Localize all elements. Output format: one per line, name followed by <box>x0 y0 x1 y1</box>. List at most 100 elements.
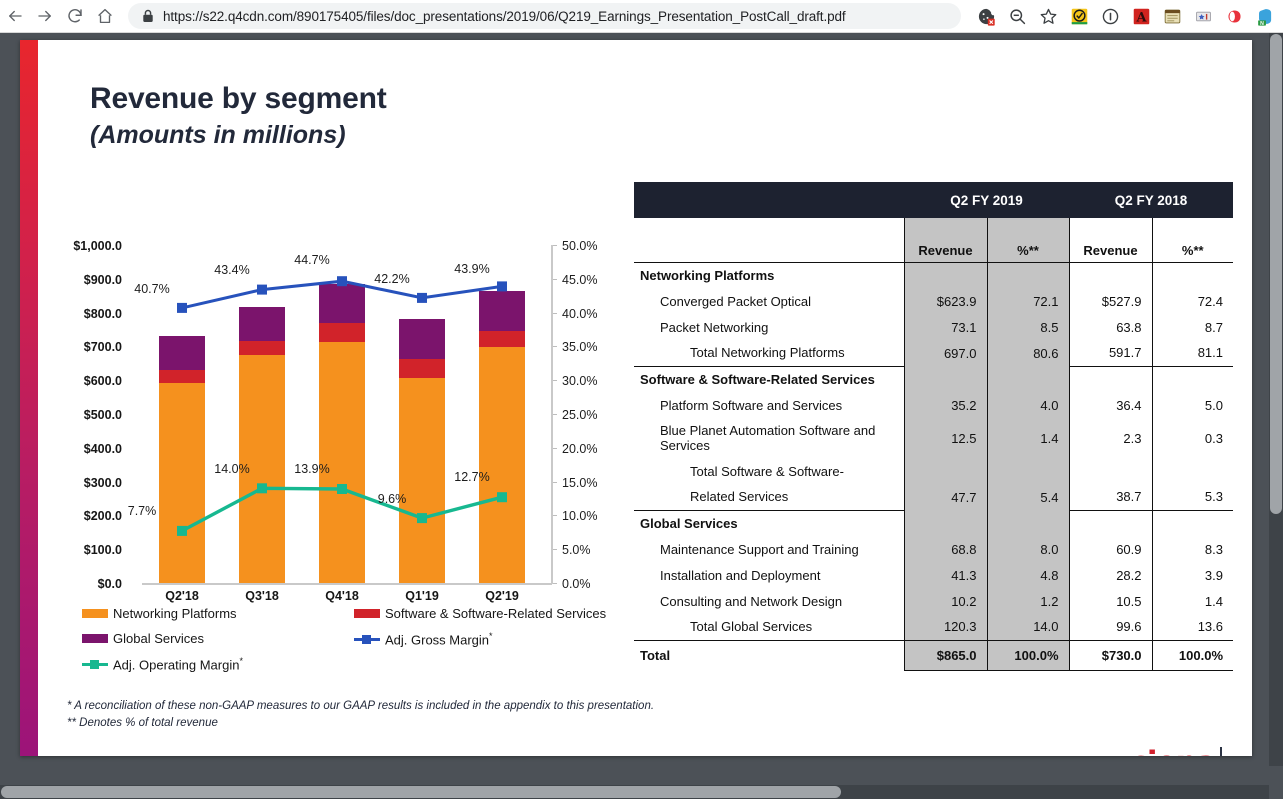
gross-margin-label: 40.7% <box>134 282 170 296</box>
opera-extension-icon[interactable] <box>1219 2 1250 30</box>
bar-stack <box>479 290 525 583</box>
gross-margin-label: 43.9% <box>454 262 490 276</box>
y2-tick-mark <box>552 380 557 382</box>
y2-axis-tick: 30.0% <box>562 374 598 389</box>
cell-revenue-2018: 99.6 <box>1069 614 1152 641</box>
back-button[interactable] <box>0 1 30 31</box>
browser-toolbar: https://s22.q4cdn.com/890175405/files/do… <box>0 0 1283 33</box>
cell-revenue-2019 <box>903 458 987 484</box>
operating-margin-label: 13.9% <box>294 462 330 476</box>
url-text: https://s22.q4cdn.com/890175405/files/do… <box>163 8 846 24</box>
page-title: Revenue by segment <box>90 82 387 115</box>
y2-axis-tick: 40.0% <box>562 306 598 321</box>
lock-icon <box>142 9 154 23</box>
zoom-out-icon[interactable] <box>1002 2 1033 30</box>
clipper-extension-icon[interactable] <box>1188 2 1219 30</box>
cell-pct-2019: 100.0% <box>986 639 1070 671</box>
cell-pct-2019 <box>986 510 1070 536</box>
row-label: Converged Packet Optical <box>660 293 812 309</box>
footnote-2: ** Denotes % of total revenue <box>67 717 218 729</box>
cell-pct-2018 <box>1151 365 1233 392</box>
extension-toolbar: A N <box>971 2 1283 30</box>
cell-revenue-2018: $730.0 <box>1069 639 1152 671</box>
legend-item-adj-gross-margin[interactable]: Adj. Gross Margin* <box>354 631 493 647</box>
y-axis-tick: $1,000.0 <box>73 239 122 253</box>
evernote-extension-icon[interactable]: N <box>1250 2 1281 30</box>
bookmark-star-icon[interactable] <box>1033 2 1064 30</box>
bar-segment-global-services <box>319 283 365 324</box>
cell-revenue-2018 <box>1069 509 1152 536</box>
y2-axis-tick: 5.0% <box>562 543 591 558</box>
table-col-header-blank <box>634 218 904 263</box>
legend-item-software-related-services[interactable]: Software & Software-Related Services <box>354 606 606 621</box>
vertical-scrollbar[interactable] <box>1269 33 1283 766</box>
cell-pct-2019: 1.4 <box>986 418 1070 458</box>
y2-axis-tick: 20.0% <box>562 441 598 456</box>
table-row: Blue Planet Automation Software and Serv… <box>634 418 1233 458</box>
vertical-scrollbar-thumb[interactable] <box>1270 34 1282 514</box>
table-col-header-revenue-2018: Revenue <box>1069 218 1152 263</box>
forward-button[interactable] <box>30 1 60 31</box>
svg-text:N: N <box>1260 20 1264 25</box>
gross-margin-label: 44.7% <box>294 253 330 267</box>
info-extension-icon[interactable] <box>1095 2 1126 30</box>
table-row: Maintenance Support and Training 68.8 8.… <box>634 536 1233 562</box>
cell-pct-2018: 5.0 <box>1151 392 1233 418</box>
legend-item-networking-platforms[interactable]: Networking Platforms <box>82 606 237 621</box>
y2-axis-tick: 45.0% <box>562 272 598 287</box>
gross-margin-marker <box>337 276 347 287</box>
y-axis-tick: $600.0 <box>83 374 122 389</box>
table-group-header-q2fy2018: Q2 FY 2018 <box>1069 182 1233 218</box>
operating-margin-label: 12.7% <box>454 470 490 484</box>
cell-pct-2018: 8.3 <box>1151 536 1233 562</box>
x-axis-category: Q4'18 <box>325 589 359 603</box>
legend-swatch-orange-icon <box>82 609 108 618</box>
row-label: Packet Networking <box>660 319 769 335</box>
bar-segment-software <box>399 358 445 378</box>
legend-label: Networking Platforms <box>113 606 237 621</box>
notes-extension-icon[interactable] <box>1157 2 1188 30</box>
logo-divider <box>1220 747 1222 756</box>
table-group-header-q2fy2019: Q2 FY 2019 <box>904 182 1069 218</box>
bar-segment-networking <box>399 377 445 583</box>
x-axis-category: Q3'18 <box>245 589 279 603</box>
y2-axis-tick: 35.0% <box>562 340 598 355</box>
home-button[interactable] <box>90 1 120 31</box>
x-axis-category: Q2'19 <box>485 589 519 603</box>
legend-item-global-services[interactable]: Global Services <box>82 631 204 646</box>
cell-pct-2018: 3.9 <box>1151 562 1233 588</box>
cell-revenue-2019: $865.0 <box>903 639 987 671</box>
address-bar[interactable]: https://s22.q4cdn.com/890175405/files/do… <box>128 3 961 29</box>
cell-revenue-2018: 28.2 <box>1116 567 1142 583</box>
bar-segment-global-services <box>399 318 445 359</box>
legend-label: Software & Software-Related Services <box>385 606 607 621</box>
adobe-acrobat-extension-icon[interactable]: A <box>1126 2 1157 30</box>
cookie-blocked-icon[interactable] <box>971 2 1002 30</box>
revenue-by-segment-table: Q2 FY 2019 Q2 FY 2018 Revenue %** Revenu… <box>634 182 1233 671</box>
cell-pct-2018: 72.4 <box>1151 288 1233 314</box>
cell-pct-2018: 0.3 <box>1151 418 1233 458</box>
cell-pct-2019 <box>986 262 1070 288</box>
cell-revenue-2019: 73.1 <box>903 314 987 340</box>
horizontal-scrollbar[interactable] <box>0 785 1269 799</box>
bar-segment-software <box>239 341 285 355</box>
bar-segment-software <box>479 331 525 348</box>
y2-tick-mark <box>552 312 557 314</box>
x-axis-category: Q2'18 <box>165 589 199 603</box>
legend-item-adj-operating-margin[interactable]: Adj. Operating Margin* <box>82 656 243 672</box>
row-label: Total <box>634 639 904 670</box>
horizontal-scrollbar-thumb[interactable] <box>1 786 841 798</box>
reload-button[interactable] <box>60 1 90 31</box>
norton-extension-icon[interactable] <box>1064 2 1095 30</box>
bar-segment-networking <box>239 354 285 583</box>
footnote-1: * A reconciliation of these non-GAAP mea… <box>67 700 655 712</box>
bar-segment-networking <box>479 347 525 583</box>
y2-tick-mark <box>552 278 557 280</box>
ciena-logo: ciena. <box>1130 745 1227 756</box>
y2-axis-tick: 50.0% <box>562 239 598 253</box>
bar-stack <box>159 336 205 583</box>
table-row: Total Networking Platforms 697.0 80.6 59… <box>634 340 1233 367</box>
chart-legend: Networking Platforms Software & Software… <box>82 606 642 681</box>
cell-pct-2019: 1.2 <box>986 588 1070 614</box>
footnotes: * A reconciliation of these non-GAAP mea… <box>67 698 654 732</box>
